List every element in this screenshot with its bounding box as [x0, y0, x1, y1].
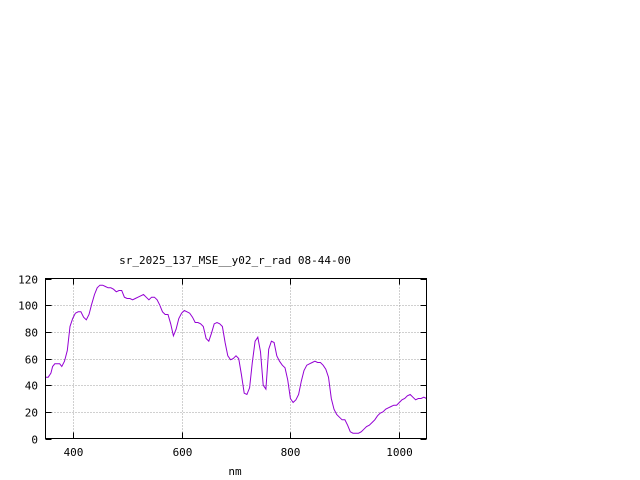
y-tick-label: 120 — [18, 274, 38, 287]
y-tick-label: 80 — [25, 327, 38, 340]
y-tick-label: 60 — [25, 354, 38, 367]
x-tick-label: 600 — [173, 446, 193, 459]
y-tick-label: 0 — [31, 434, 38, 447]
y-tick-label: 20 — [25, 407, 38, 420]
x-axis-label: nm — [228, 465, 242, 478]
x-tick-label: 400 — [64, 446, 84, 459]
y-tick-label: 40 — [25, 380, 38, 393]
x-tick-label: 1000 — [386, 446, 413, 459]
chart-title: sr_2025_137_MSE__y02_r_rad 08-44-00 — [119, 254, 351, 267]
x-tick-label: 800 — [281, 446, 301, 459]
grid — [46, 279, 427, 439]
plot-frame — [46, 279, 427, 439]
tick-labels: 0 20 40 60 80 100 120 400 600 800 1000 — [18, 274, 413, 460]
y-tick-label: 100 — [18, 300, 38, 313]
